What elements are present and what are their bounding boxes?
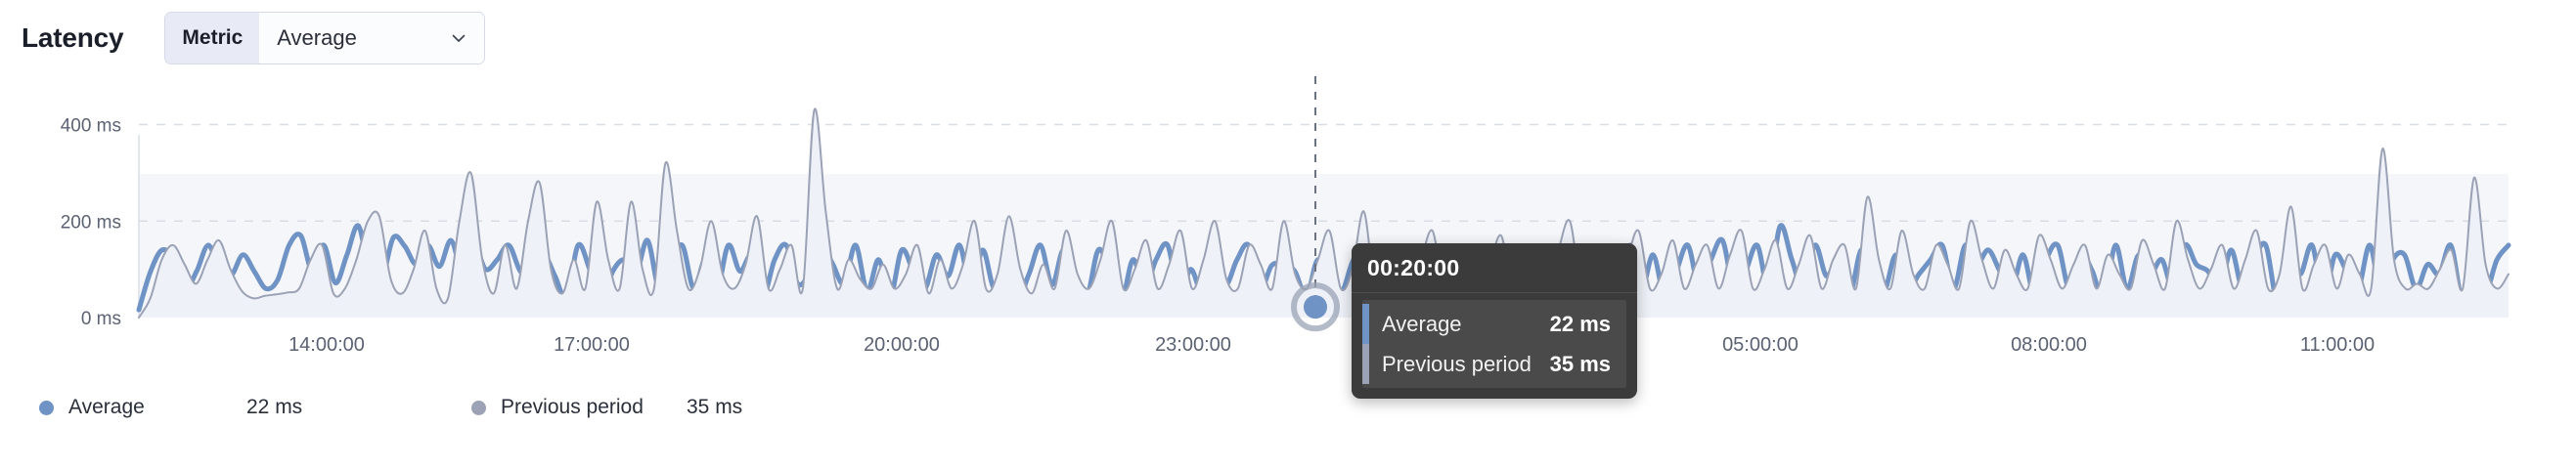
series-line-previous-period [138,107,2509,319]
hover-marker-dot[interactable] [1304,295,1327,320]
panel-header: Latency Metric Average [0,0,2576,76]
metric-select[interactable]: Average [259,13,485,64]
legend-item-previous-period[interactable]: Previous period 35 ms [471,396,882,419]
metric-label: Metric [165,13,260,64]
x-axis-tick-label: 08:00:00 [2011,334,2087,356]
y-axis-tick-label: 400 ms [61,116,121,137]
tooltip-row-previous-period: Previous period 35 ms [1362,344,1626,384]
chart-legend: Average 22 ms Previous period 35 ms [39,396,882,419]
y-axis-tick-label: 200 ms [61,212,121,233]
tooltip-series-name: Previous period [1382,351,1532,376]
hover-marker-ring [1291,282,1340,332]
metric-control[interactable]: Metric Average [164,12,486,64]
tooltip-rows: Average 22 ms Previous period 35 ms [1362,300,1626,388]
page-title: Latency [22,22,124,53]
x-axis-tick-label: 20:00:00 [864,334,940,356]
metric-selected-value: Average [277,25,357,50]
tooltip-series-name: Average [1382,311,1462,336]
chart-canvas[interactable]: 0 ms 200 ms 400 ms 14:00:00 17:00:00 20:00:00… [0,76,2576,360]
legend-item-average[interactable]: Average 22 ms [39,396,471,419]
x-axis-tick-label: 11:00:00 [2300,334,2375,356]
legend-label: Average [68,396,145,418]
x-axis-tick-label: 05:00:00 [1722,334,1799,356]
y-axis-tick-label: 0 ms [81,309,121,329]
legend-label: Previous period [501,396,644,418]
chart-tooltip: 00:20:00 Average 22 ms Previous period 3… [1352,243,1637,399]
tooltip-row-average: Average 22 ms [1362,304,1626,344]
x-axis-tick-label: 17:00:00 [554,334,630,356]
tooltip-time: 00:20:00 [1352,243,1637,293]
series-area-previous-period [139,108,2509,318]
chevron-down-icon [449,28,468,48]
x-axis-tick-label: 14:00:00 [289,334,365,356]
series-color-swatch-previous-period [1362,344,1369,384]
tooltip-series-value: 22 ms [1549,311,1611,336]
legend-value: 35 ms [687,396,743,418]
legend-dot-icon [471,400,486,415]
series-color-swatch-average [1362,304,1369,344]
legend-dot-icon [39,400,54,415]
x-axis-tick-label: 23:00:00 [1155,334,1231,356]
latency-chart[interactable]: 0 ms 200 ms 400 ms 14:00:00 17:00:00 20:00:00… [0,76,2576,360]
legend-value: 22 ms [246,396,303,418]
tooltip-series-value: 35 ms [1549,351,1611,376]
